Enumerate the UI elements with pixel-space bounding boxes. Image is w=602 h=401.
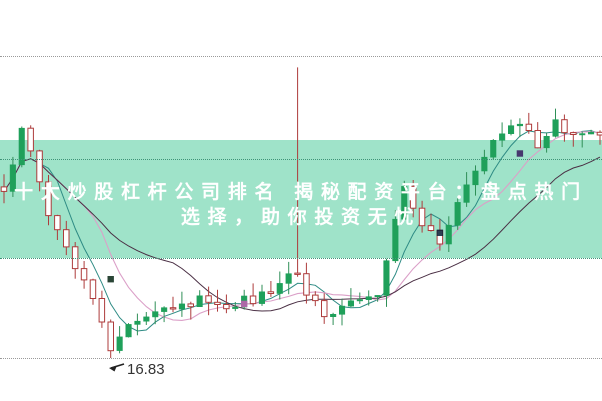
svg-text:16.83: 16.83: [127, 361, 165, 378]
